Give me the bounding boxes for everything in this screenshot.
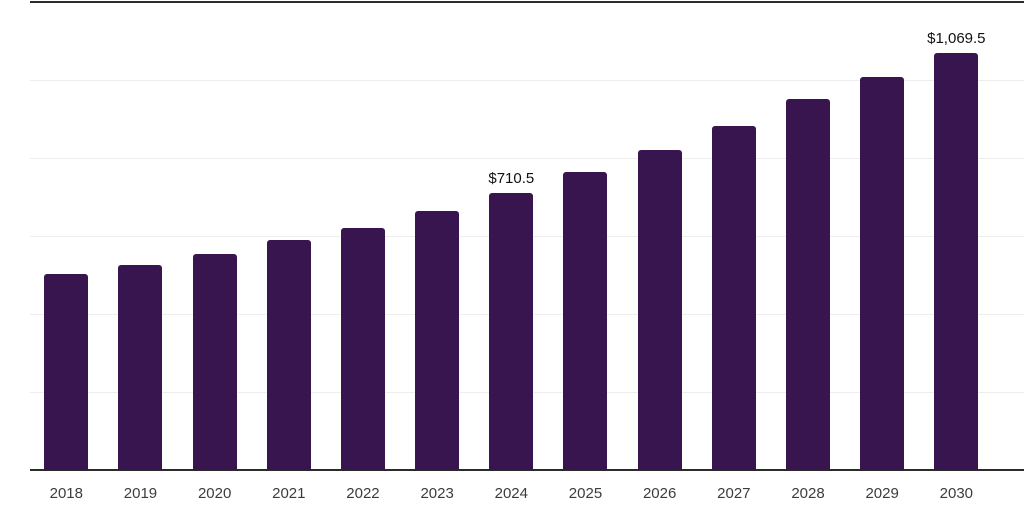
x-tick-2024: 2024 [494, 485, 528, 502]
bar-2025 [563, 171, 608, 470]
x-tick-2023: 2023 [420, 485, 454, 502]
bar-2020 [192, 254, 237, 470]
x-tick-2019: 2019 [123, 485, 158, 502]
bar-2028 [786, 99, 830, 470]
bar-2022 [340, 227, 385, 470]
x-tick-2020: 2020 [197, 485, 232, 502]
x-tick-2022: 2022 [346, 485, 380, 502]
bar-2018 [44, 274, 89, 470]
value-label-2024: $710.5 [488, 169, 535, 187]
x-tick-2027: 2027 [717, 485, 751, 502]
value-label-2030: $1,069.5 [927, 29, 986, 47]
x-tick-2030: 2030 [939, 485, 974, 502]
bar-2027 [711, 125, 756, 470]
bar-2029 [860, 76, 905, 470]
x-tick-2021: 2021 [272, 485, 306, 502]
x-axis-line [30, 469, 1024, 471]
bar-2024 [489, 192, 534, 470]
x-tick-2028: 2028 [791, 485, 825, 502]
bar-2019 [118, 264, 163, 470]
bar-2023 [415, 210, 460, 470]
x-tick-2025: 2025 [568, 485, 603, 502]
plot-top-border [30, 1, 1024, 3]
gridline [30, 80, 1024, 81]
gridline [30, 158, 1024, 159]
bar-2021 [266, 240, 311, 470]
bar-2026 [637, 149, 682, 470]
x-tick-2026: 2026 [642, 485, 677, 502]
bar-2030 [934, 52, 979, 470]
x-tick-2018: 2018 [49, 485, 83, 502]
x-tick-2029: 2029 [865, 485, 899, 502]
